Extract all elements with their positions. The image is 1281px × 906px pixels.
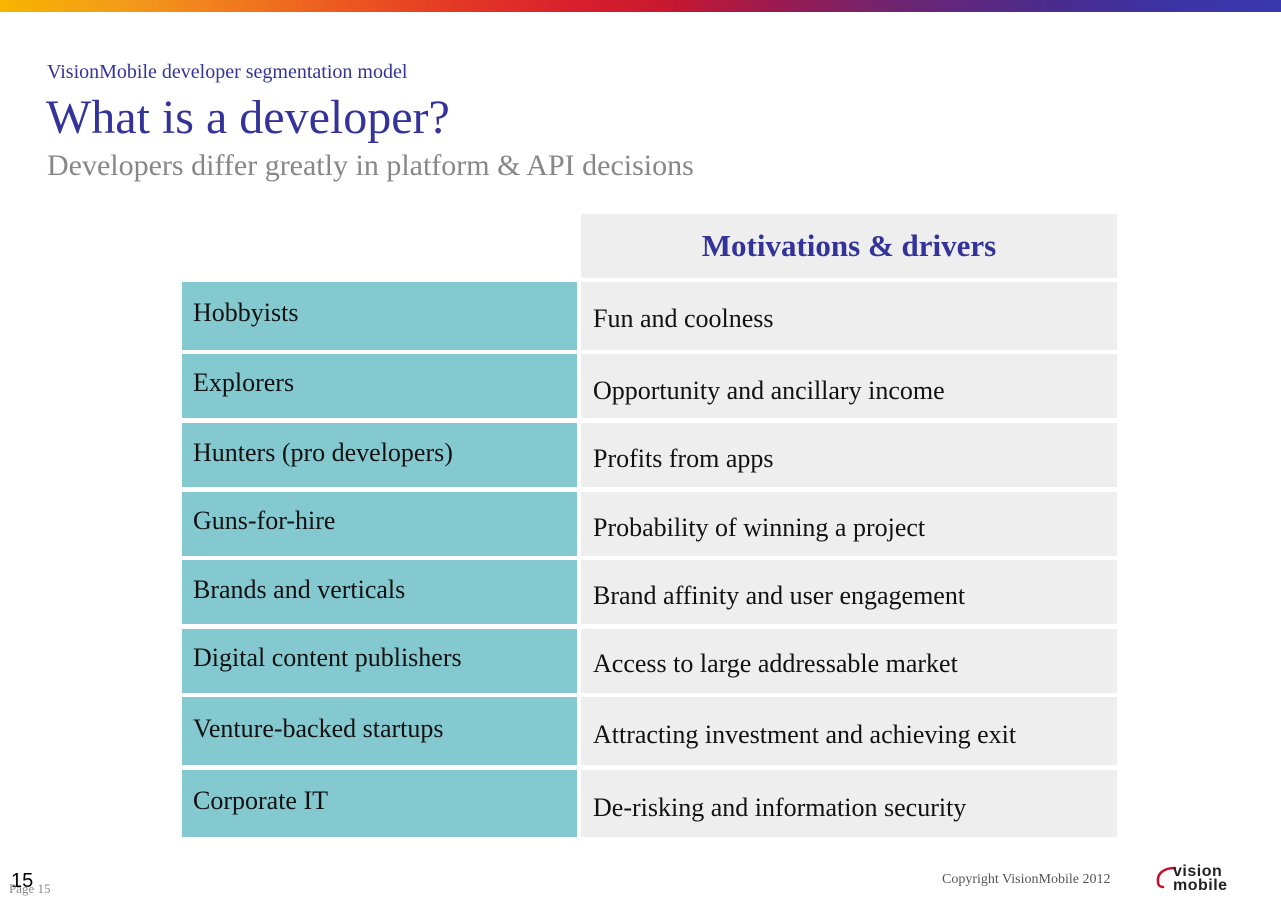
logo-swoosh-icon [1156, 866, 1177, 889]
table-row: Brands and verticals Brand affinity and … [182, 560, 1117, 624]
driver-cell: Access to large addressable market [581, 629, 1117, 693]
table-row: Hunters (pro developers) Profits from ap… [182, 423, 1117, 487]
page-number: 15 [11, 870, 34, 892]
top-gradient-bar [0, 0, 1281, 12]
table-row: Corporate IT De-risking and information … [182, 770, 1117, 837]
segment-cell: Corporate IT [182, 770, 577, 837]
slide-kicker: VisionMobile developer segmentation mode… [47, 61, 408, 83]
driver-cell: Brand affinity and user engagement [581, 560, 1117, 624]
segment-cell: Brands and verticals [182, 560, 577, 624]
driver-cell: Fun and coolness [581, 282, 1117, 350]
table-row: Guns-for-hire Probability of winning a p… [182, 492, 1117, 556]
visionmobile-logo: vision mobile [1155, 862, 1255, 896]
table-row: Digital content publishers Access to lar… [182, 629, 1117, 693]
driver-cell: Profits from apps [581, 423, 1117, 487]
table-row: Venture-backed startups Attracting inves… [182, 697, 1117, 765]
segment-cell: Hobbyists [182, 282, 577, 350]
copyright-notice: Copyright VisionMobile 2012 [942, 872, 1111, 887]
table-row: Hobbyists Fun and coolness [182, 282, 1117, 350]
segment-cell: Guns-for-hire [182, 492, 577, 556]
segment-cell: Explorers [182, 354, 577, 418]
page-label: Page 15 [9, 881, 51, 896]
slide-title: What is a developer? [46, 91, 450, 144]
slide-subtitle: Developers differ greatly in platform & … [47, 149, 694, 182]
logo-text-mobile: mobile [1173, 877, 1228, 894]
driver-cell: Probability of winning a project [581, 492, 1117, 556]
column-header-motivations: Motivations & drivers [581, 214, 1117, 278]
driver-cell: De-risking and information security [581, 770, 1117, 837]
segment-cell: Digital content publishers [182, 629, 577, 693]
driver-cell: Opportunity and ancillary income [581, 354, 1117, 418]
segment-cell: Venture-backed startups [182, 697, 577, 765]
logo-text-vision: vision [1173, 863, 1223, 880]
table-row: Explorers Opportunity and ancillary inco… [182, 354, 1117, 418]
driver-cell: Attracting investment and achieving exit [581, 697, 1117, 765]
segment-cell: Hunters (pro developers) [182, 423, 577, 487]
